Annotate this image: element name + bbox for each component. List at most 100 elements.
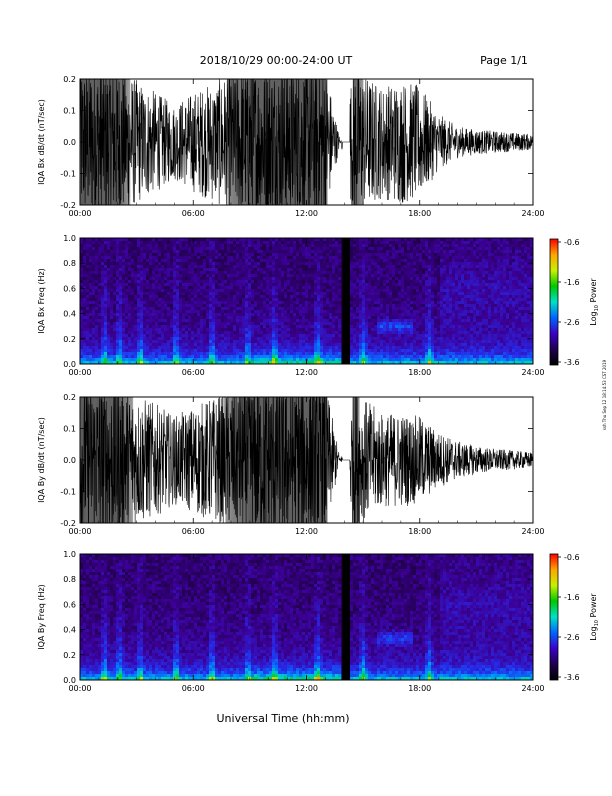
spectrogram-cell bbox=[335, 262, 338, 265]
spectrogram-cell bbox=[416, 253, 419, 256]
spectrogram-cell bbox=[143, 337, 146, 340]
spectrogram-cell bbox=[410, 319, 413, 322]
spectrogram-cell bbox=[107, 328, 110, 331]
spectrogram-cell bbox=[230, 316, 233, 319]
spectrogram-cell bbox=[320, 268, 323, 271]
spectrogram-cell bbox=[353, 298, 356, 301]
spectrogram-cell bbox=[110, 340, 113, 343]
spectrogram-cell bbox=[386, 310, 389, 313]
spectrogram-cell bbox=[185, 346, 188, 349]
spectrogram-cell bbox=[116, 337, 119, 340]
spectrogram-cell bbox=[92, 331, 95, 334]
spectrogram-cell bbox=[176, 331, 179, 334]
spectrogram-cell bbox=[287, 304, 290, 307]
spectrogram-cell bbox=[92, 328, 95, 331]
spectrogram-cell bbox=[293, 268, 296, 271]
spectrogram-cell bbox=[275, 265, 278, 268]
spectrogram-cell bbox=[398, 331, 401, 334]
spectrogram-cell bbox=[236, 319, 239, 322]
spectrogram-cell bbox=[173, 343, 176, 346]
spectrogram-cell bbox=[296, 334, 299, 337]
spectrogram-cell bbox=[275, 352, 278, 355]
spectrogram-cell bbox=[383, 337, 386, 340]
spectrogram-cell bbox=[95, 307, 98, 310]
spectrogram-cell bbox=[317, 289, 320, 292]
spectrogram-cell bbox=[107, 301, 110, 304]
spectrogram-cell bbox=[89, 322, 92, 325]
spectrogram-cell bbox=[356, 277, 359, 280]
spectrogram-cell bbox=[161, 358, 164, 361]
spectrogram-cell bbox=[200, 286, 203, 289]
spectrogram-cell bbox=[353, 340, 356, 343]
spectrogram-cell bbox=[377, 352, 380, 355]
spectrogram-cell bbox=[422, 262, 425, 265]
spectrogram-cell bbox=[149, 247, 152, 250]
spectrogram-cell bbox=[326, 337, 329, 340]
spectrogram-cell bbox=[176, 325, 179, 328]
spectrogram-cell bbox=[404, 301, 407, 304]
spectrogram-cell bbox=[185, 334, 188, 337]
spectrogram-cell bbox=[101, 283, 104, 286]
spectrogram-cell bbox=[329, 286, 332, 289]
spectrogram-cell bbox=[329, 352, 332, 355]
spectrogram-cell bbox=[185, 244, 188, 247]
spectrogram-cell bbox=[416, 247, 419, 250]
spectrogram-cell bbox=[335, 247, 338, 250]
spectrogram-cell bbox=[260, 262, 263, 265]
spectrogram-cell bbox=[392, 295, 395, 298]
spectrogram-cell bbox=[230, 259, 233, 262]
spectrogram-cell bbox=[359, 298, 362, 301]
spectrogram-cell bbox=[107, 337, 110, 340]
spectrogram-cell bbox=[212, 268, 215, 271]
spectrogram-cell bbox=[152, 349, 155, 352]
spectrogram-cell bbox=[191, 304, 194, 307]
spectrogram-cell bbox=[251, 295, 254, 298]
spectrogram-cell bbox=[326, 319, 329, 322]
spectrogram-cell bbox=[416, 283, 419, 286]
spectrogram-cell bbox=[146, 349, 149, 352]
spectrogram-cell bbox=[428, 238, 431, 241]
spectrogram-cell bbox=[290, 355, 293, 358]
spectrogram-cell bbox=[104, 355, 107, 358]
spectrogram-cell bbox=[374, 271, 377, 274]
spectrogram-cell bbox=[251, 322, 254, 325]
spectrogram-cell bbox=[329, 241, 332, 244]
spectrogram-cell bbox=[368, 259, 371, 262]
spectrogram-cell bbox=[332, 340, 335, 343]
spectrogram-cell bbox=[281, 355, 284, 358]
spectrogram-cell bbox=[137, 271, 140, 274]
spectrogram-cell bbox=[116, 271, 119, 274]
spectrogram-cell bbox=[170, 244, 173, 247]
spectrogram-cell bbox=[152, 352, 155, 355]
spectrogram-cell bbox=[224, 328, 227, 331]
spectrogram-cell bbox=[359, 334, 362, 337]
spectrogram-cell bbox=[284, 304, 287, 307]
spectrogram-cell bbox=[83, 322, 86, 325]
spectrogram-cell bbox=[359, 319, 362, 322]
spectrogram-cell bbox=[239, 355, 242, 358]
spectrogram-cell bbox=[104, 241, 107, 244]
spectrogram-cell bbox=[407, 310, 410, 313]
spectrogram-cell bbox=[110, 253, 113, 256]
spectrogram-cell bbox=[284, 253, 287, 256]
spectrogram-cell bbox=[368, 253, 371, 256]
spectrogram-cell bbox=[179, 358, 182, 361]
spectrogram-cell bbox=[245, 283, 248, 286]
spectrogram-cell bbox=[242, 355, 245, 358]
spectrogram-cell bbox=[323, 277, 326, 280]
spectrogram-cell bbox=[398, 286, 401, 289]
spectrogram-cell bbox=[230, 310, 233, 313]
spectrogram-cell bbox=[290, 316, 293, 319]
spectrogram-cell bbox=[332, 295, 335, 298]
spectrogram-cell bbox=[371, 238, 374, 241]
spectrogram-cell bbox=[161, 319, 164, 322]
spectrogram-cell bbox=[284, 355, 287, 358]
spectrogram-cell bbox=[221, 340, 224, 343]
spectrogram-cell bbox=[233, 328, 236, 331]
spectrogram-cell bbox=[395, 346, 398, 349]
spectrogram-cell bbox=[230, 280, 233, 283]
spectrogram-cell bbox=[329, 328, 332, 331]
spectrogram-cell bbox=[185, 337, 188, 340]
spectrogram-cell bbox=[155, 253, 158, 256]
spectrogram-cell bbox=[359, 310, 362, 313]
